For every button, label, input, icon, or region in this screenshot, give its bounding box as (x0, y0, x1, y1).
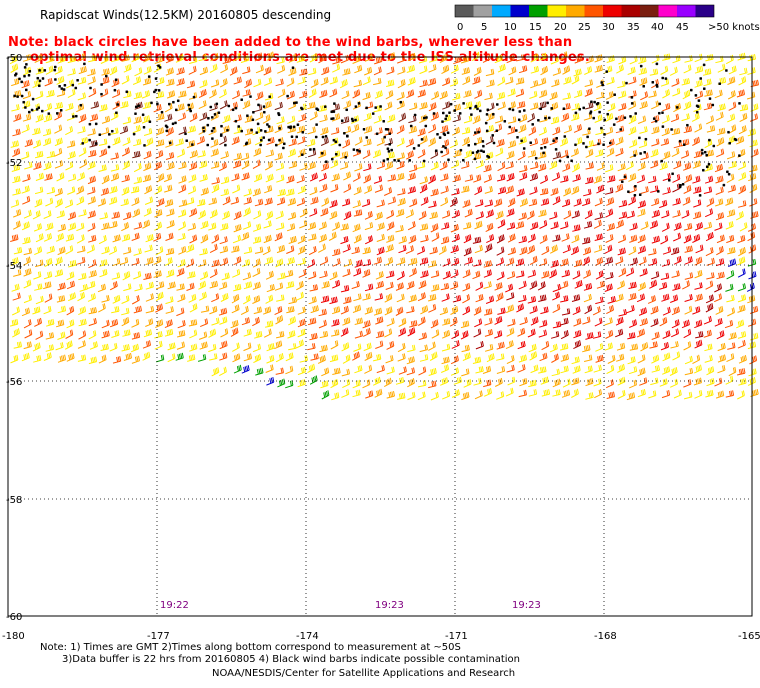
lat-tick-label: -50 (6, 53, 22, 64)
legend-label: 45 (676, 22, 689, 33)
lat-tick-label: -54 (6, 261, 22, 272)
contamination-markers (13, 62, 741, 197)
lon-tick-label: -180 (2, 631, 25, 642)
legend-label: 15 (529, 22, 542, 33)
legend-swatch (584, 5, 603, 17)
legend-swatch (603, 5, 622, 17)
wind-barb-group (9, 51, 759, 401)
legend-swatch (455, 5, 474, 17)
wind-speed-legend: 0 5 10 15 20 25 30 35 40 45 >50 knots (454, 4, 760, 33)
wind-barb-group (156, 258, 757, 400)
lat-tick-label: -52 (6, 158, 22, 169)
legend-swatch (695, 5, 714, 17)
wind-barb-group (11, 51, 759, 401)
black-circle-markers (13, 62, 741, 197)
time-label: 19:23 (375, 600, 404, 611)
legend-label: >50 knots (708, 22, 760, 33)
legend-swatch (492, 5, 511, 17)
legend-label: 0 (457, 22, 463, 33)
legend-swatch (658, 5, 677, 17)
legend-label: 5 (481, 22, 487, 33)
lat-tick-label: -58 (6, 495, 22, 506)
legend-label: 35 (627, 22, 640, 33)
wind-barbs-layer (9, 51, 759, 401)
time-label: 19:22 (160, 600, 189, 611)
lon-tick-label: -168 (594, 631, 617, 642)
lat-tick-label: -60 (6, 612, 22, 623)
legend-swatch (621, 5, 640, 17)
footer-credit: NOAA/NESDIS/Center for Satellite Applica… (212, 668, 516, 679)
legend-swatch (640, 5, 659, 17)
legend-label: 20 (554, 22, 567, 33)
legend-label: 30 (602, 22, 615, 33)
wind-barb-group (10, 52, 759, 399)
legend-swatch (473, 5, 492, 17)
legend-label: 40 (651, 22, 664, 33)
footer-note-2: 3)Data buffer is 22 hrs from 20160805 4)… (62, 654, 520, 665)
lon-tick-label: -171 (445, 631, 468, 642)
lon-tick-label: -165 (738, 631, 760, 642)
map-gridlines (8, 57, 752, 616)
lon-tick-label: -177 (147, 631, 170, 642)
legend-swatch (529, 5, 548, 17)
map-frame (7, 56, 753, 617)
wind-barb-group (307, 163, 725, 351)
legend-swatch (547, 5, 566, 17)
legend-swatch (510, 5, 529, 17)
legend-swatch (566, 5, 585, 17)
figure-title: Rapidscat Winds(12.5KM) 20160805 descend… (40, 8, 332, 22)
time-label: 19:23 (512, 600, 541, 611)
legend-label: 10 (504, 22, 517, 33)
legend-swatch (677, 5, 696, 17)
footer-note-1: Note: 1) Times are GMT 2)Times along bot… (40, 642, 461, 653)
wind-barb-group (89, 100, 594, 160)
lon-tick-label: -174 (296, 631, 319, 642)
lat-tick-label: -56 (6, 377, 22, 388)
wind-barb-group (450, 173, 722, 350)
red-note-line-1: Note: black circles have been added to t… (8, 35, 573, 50)
legend-label: 25 (578, 22, 591, 33)
